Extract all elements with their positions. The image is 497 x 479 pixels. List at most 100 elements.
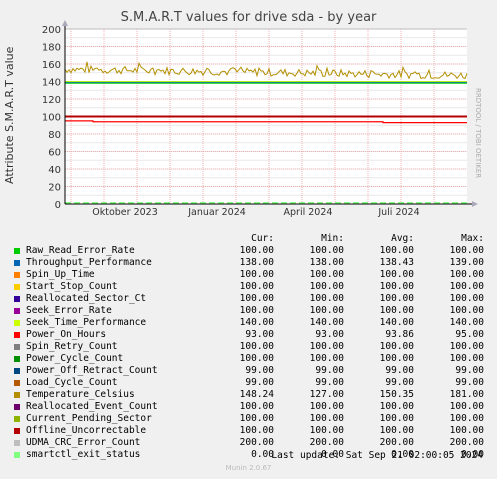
legend-max: 0.00 xyxy=(461,449,484,460)
x-tick-label: Januar 2024 xyxy=(187,207,246,218)
legend-min: 127.00 xyxy=(309,389,344,400)
legend-series-name: Throughput_Performance xyxy=(26,257,152,268)
y-axis-arrow xyxy=(62,20,68,26)
legend-avg: 100.00 xyxy=(379,305,414,316)
x-tick-label: Juli 2024 xyxy=(377,207,419,218)
legend-row: smartctl_exit_status 0.00 0.00 0.00 0.00 xyxy=(14,449,489,461)
legend-swatch xyxy=(14,344,20,350)
legend-avg: 200.00 xyxy=(379,437,414,448)
legend-series-name: Spin_Up_Time xyxy=(26,269,95,280)
legend-swatch xyxy=(14,428,20,434)
legend-row: Throughput_Performance 138.00 138.00 138.43… xyxy=(14,257,489,269)
legend-swatch xyxy=(14,260,20,266)
legend-avg: 100.00 xyxy=(379,269,414,280)
legend-swatch xyxy=(14,296,20,302)
legend-avg: 99.00 xyxy=(385,365,414,376)
legend-row: Offline_Uncorrectable 100.00 100.00 100.00 1… xyxy=(14,425,489,437)
legend-max: 100.00 xyxy=(449,401,484,412)
legend-series-name: Power_Off_Retract_Count xyxy=(26,365,158,376)
legend-swatch xyxy=(14,308,20,314)
legend-min: 138.00 xyxy=(309,257,344,268)
legend-series-name: Power_On_Hours xyxy=(26,329,107,340)
legend-series-name: Offline_Uncorrectable xyxy=(26,425,147,436)
legend-min: 0.00 xyxy=(321,449,344,460)
legend-max: 181.00 xyxy=(449,389,484,400)
legend-avg: 0.00 xyxy=(391,449,414,460)
last-update: Last update: Sat Sep 21 02:00:05 2024 xyxy=(271,450,483,461)
header-min: Min: xyxy=(321,233,344,244)
legend-max: 100.00 xyxy=(449,281,484,292)
legend-row: Load_Cycle_Count 99.00 99.00 99.00 99.00 xyxy=(14,377,489,389)
legend-max: 100.00 xyxy=(449,413,484,424)
legend-min: 100.00 xyxy=(309,401,344,412)
legend-cur: 100.00 xyxy=(239,341,274,352)
legend-series-name: Reallocated_Sector_Ct xyxy=(26,293,147,304)
legend-cur: 100.00 xyxy=(239,293,274,304)
y-tick-label: 140 xyxy=(42,78,61,89)
legend-series-name: UDMA_CRC_Error_Count xyxy=(26,437,141,448)
tick-labels: 0 20 40 60 80 100 120 140 160 180 200 Oktober 2023 J… xyxy=(42,25,420,218)
legend-cur: 0.00 xyxy=(251,449,274,460)
legend-row: Current_Pending_Sector 100.00 100.00 100.00… xyxy=(14,413,489,425)
legend-min: 100.00 xyxy=(309,425,344,436)
legend-avg: 99.00 xyxy=(385,377,414,388)
legend-swatch xyxy=(14,440,20,446)
legend: Cur: Min: Avg: Max: Raw_Read_Error_Rate 1… xyxy=(14,233,489,461)
legend-row: Spin_Retry_Count 100.00 100.00 100.00 100.00 xyxy=(14,341,489,353)
legend-cur: 100.00 xyxy=(239,245,274,256)
legend-row: Reallocated_Sector_Ct 100.00 100.00 100.00 1… xyxy=(14,293,489,305)
y-tick-label: 200 xyxy=(42,25,61,36)
legend-max: 140.00 xyxy=(449,317,484,328)
legend-min: 93.00 xyxy=(315,329,344,340)
legend-series-name: Start_Stop_Count xyxy=(26,281,118,292)
axes xyxy=(62,20,478,207)
legend-swatch xyxy=(14,452,20,458)
legend-min: 100.00 xyxy=(309,413,344,424)
legend-series-name: Seek_Time_Performance xyxy=(26,317,147,328)
legend-cur: 138.00 xyxy=(239,257,274,268)
legend-cur: 100.00 xyxy=(239,401,274,412)
legend-cur: 200.00 xyxy=(239,437,274,448)
legend-row: Temperature_Celsius 148.24 127.00 150.35 181… xyxy=(14,389,489,401)
legend-min: 100.00 xyxy=(309,281,344,292)
legend-avg: 140.00 xyxy=(379,317,414,328)
y-tick-label: 160 xyxy=(42,60,61,71)
y-tick-label: 120 xyxy=(42,95,61,106)
legend-min: 200.00 xyxy=(309,437,344,448)
legend-max: 100.00 xyxy=(449,245,484,256)
legend-series-name: Power_Cycle_Count xyxy=(26,353,124,364)
legend-avg: 100.00 xyxy=(379,341,414,352)
legend-swatch xyxy=(14,284,20,290)
y-tick-label: 80 xyxy=(48,130,61,141)
legend-cur: 100.00 xyxy=(239,281,274,292)
legend-row: Start_Stop_Count 100.00 100.00 100.00 100.00 xyxy=(14,281,489,293)
y-tick-label: 20 xyxy=(48,183,61,194)
legend-swatch xyxy=(14,248,20,254)
legend-series-name: smartctl_exit_status xyxy=(26,449,141,460)
legend-swatch xyxy=(14,368,20,374)
header-cur: Cur: xyxy=(251,233,274,244)
legend-row: Raw_Read_Error_Rate 100.00 100.00 100.00 100… xyxy=(14,245,489,257)
legend-cur: 100.00 xyxy=(239,413,274,424)
legend-min: 99.00 xyxy=(315,377,344,388)
legend-avg: 100.00 xyxy=(379,401,414,412)
legend-swatch xyxy=(14,392,20,398)
series-lines xyxy=(64,28,468,204)
y-tick-label: 0 xyxy=(55,200,61,211)
legend-row: Seek_Time_Performance 140.00 140.00 140.00 1… xyxy=(14,317,489,329)
legend-min: 140.00 xyxy=(309,317,344,328)
legend-swatch xyxy=(14,380,20,386)
legend-series-name: Raw_Read_Error_Rate xyxy=(26,245,135,256)
legend-row: Power_Cycle_Count 100.00 100.00 100.00 100.0… xyxy=(14,353,489,365)
legend-row: Power_Off_Retract_Count 99.00 99.00 99.00 99… xyxy=(14,365,489,377)
legend-series-name: Reallocated_Event_Count xyxy=(26,401,158,412)
x-tick-label: April 2024 xyxy=(284,207,333,218)
legend-row: UDMA_CRC_Error_Count 200.00 200.00 200.00 20… xyxy=(14,437,489,449)
legend-cur: 99.00 xyxy=(245,377,274,388)
legend-cur: 93.00 xyxy=(245,329,274,340)
legend-cur: 100.00 xyxy=(239,425,274,436)
legend-avg: 100.00 xyxy=(379,413,414,424)
legend-avg: 93.86 xyxy=(385,329,414,340)
legend-header: Cur: Min: Avg: Max: xyxy=(14,233,489,245)
series-line-power_on_hours xyxy=(65,120,467,124)
